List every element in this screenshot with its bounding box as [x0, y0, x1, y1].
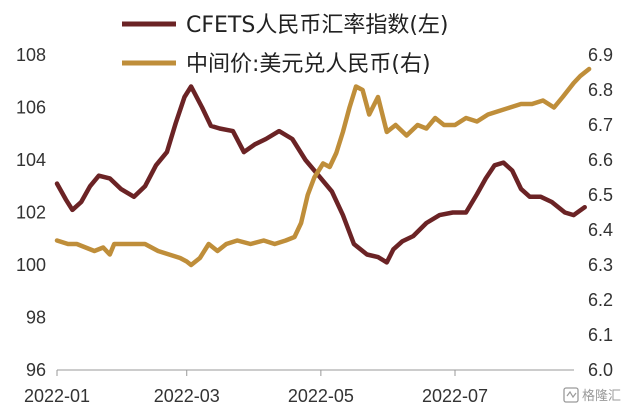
y-left-tick-label: 98 [26, 308, 46, 328]
watermark-logo-mark [566, 390, 577, 399]
y-left-tick-label: 100 [16, 255, 46, 275]
y-right-tick-label: 6.1 [588, 325, 613, 345]
x-tick-label: 2022-05 [288, 386, 354, 406]
series-line-1 [54, 84, 587, 265]
y-right-tick-label: 6.9 [588, 45, 613, 65]
y-axis-left: 96 98 100 102 104 106 108 [16, 45, 46, 380]
y-right-tick-label: 6.5 [588, 185, 613, 205]
y-right-tick-label: 6.3 [588, 255, 613, 275]
y-right-tick-label: 6.6 [588, 150, 613, 170]
legend-label-2: 中间价:美元兑人民币(右) [186, 52, 431, 77]
x-tick-label: 2022-01 [24, 386, 90, 406]
y-left-tick-label: 106 [16, 98, 46, 118]
series-layer [54, 66, 592, 268]
y-right-tick-label: 6.7 [588, 115, 613, 135]
y-axis-right: 6.0 6.1 6.2 6.3 6.4 6.5 6.6 6.7 6.8 6.9 [588, 45, 613, 380]
legend-label-1: CFETS人民币汇率指数(左) [186, 13, 449, 38]
y-left-tick-label: 108 [16, 45, 46, 65]
watermark-logo-icon [563, 387, 579, 403]
y-left-tick-label: 104 [16, 150, 46, 170]
series-line-2 [54, 66, 592, 268]
y-right-tick-label: 6.4 [588, 220, 613, 240]
y-left-tick-label: 102 [16, 203, 46, 223]
x-tick-label: 2022-07 [422, 386, 488, 406]
x-axis: 2022-01 2022-03 2022-05 2022-07 [24, 370, 488, 406]
y-right-tick-label: 6.8 [588, 80, 613, 100]
y-right-tick-label: 6.2 [588, 290, 613, 310]
watermark-text: 格隆汇 [582, 388, 621, 404]
y-right-tick-label: 6.0 [588, 360, 613, 380]
x-tick-label: 2022-03 [154, 386, 220, 406]
y-left-tick-label: 96 [26, 360, 46, 380]
legend: CFETS人民币汇率指数(左) 中间价:美元兑人民币(右) [122, 13, 449, 77]
watermark: 格隆汇 [563, 387, 621, 404]
